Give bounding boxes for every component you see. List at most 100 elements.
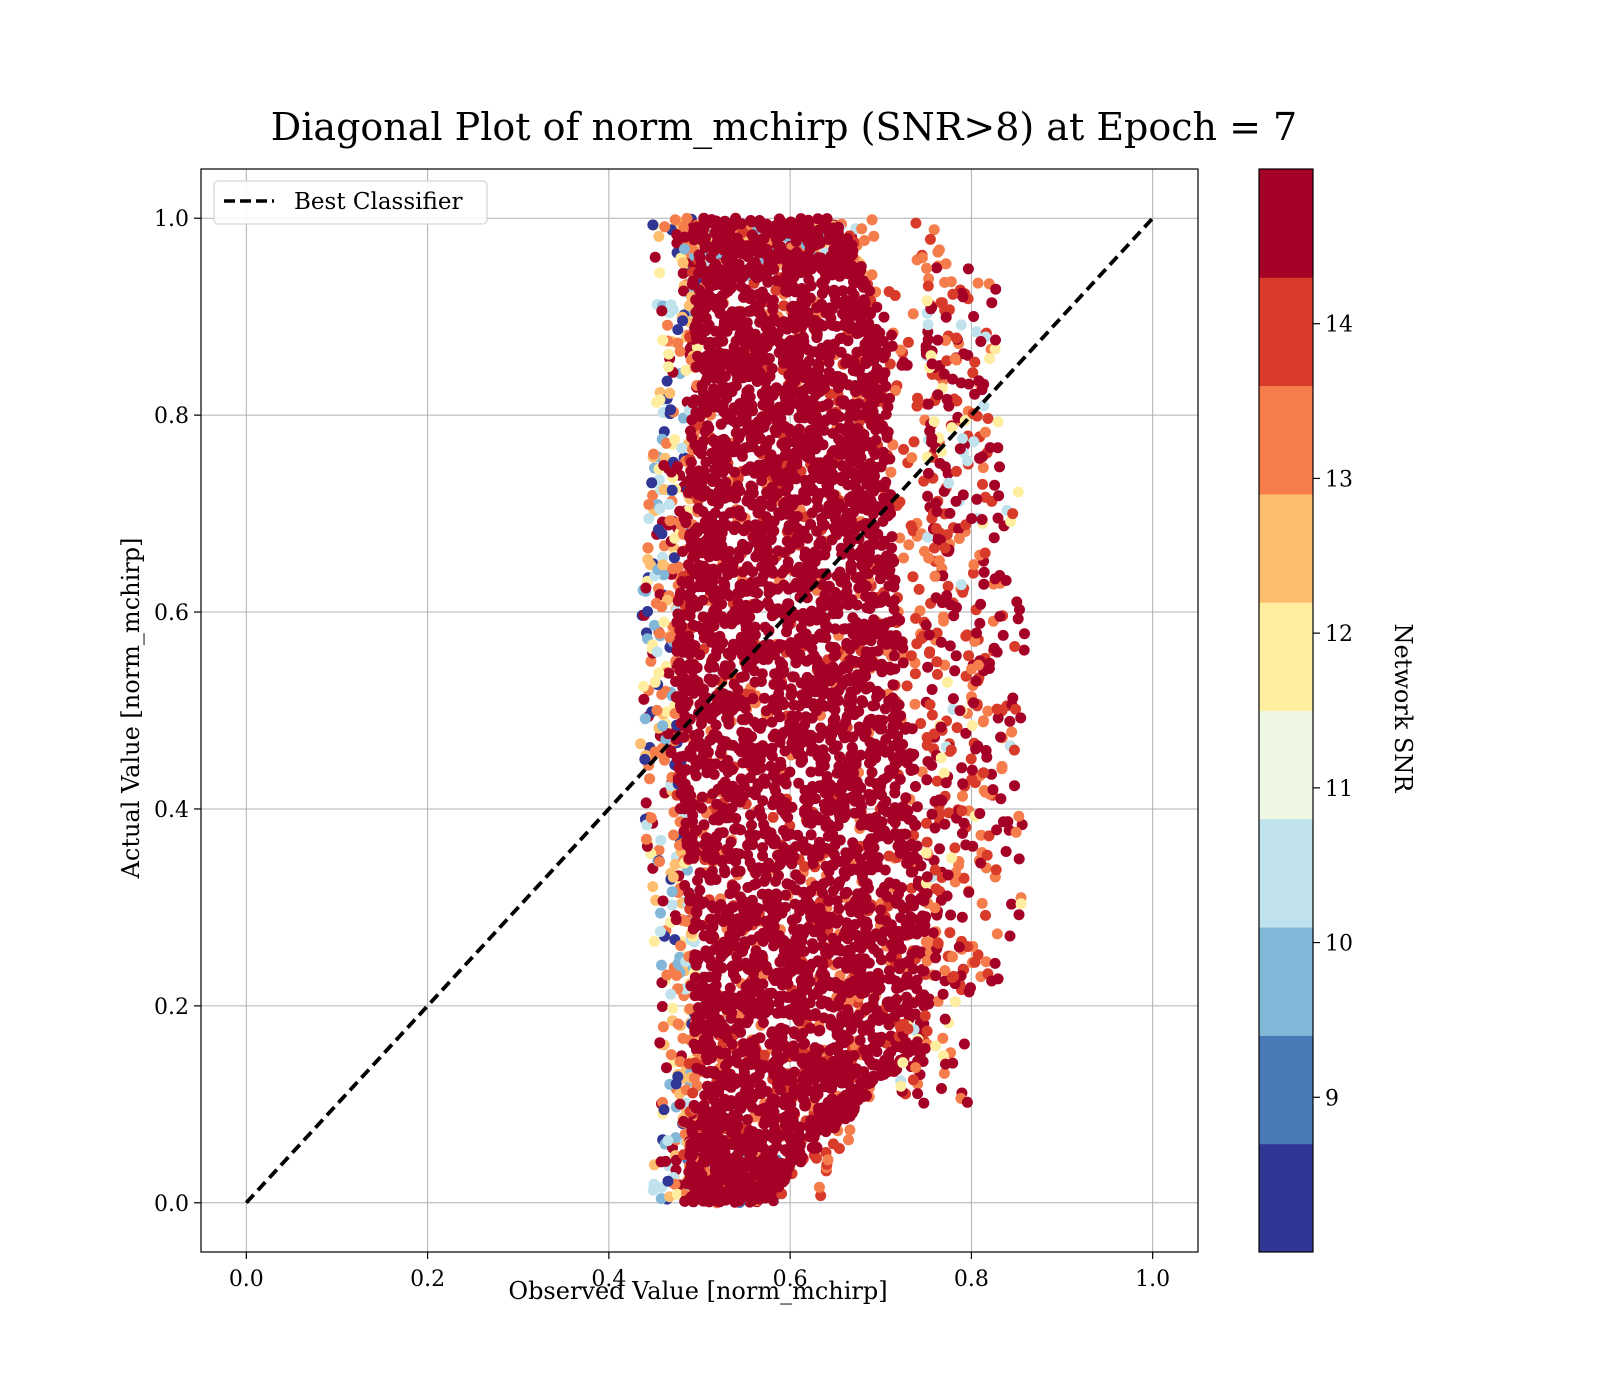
- scatter-point: [907, 963, 919, 975]
- scatter-point: [915, 718, 927, 729]
- scatter-point: [676, 442, 688, 454]
- scatter-point: [657, 334, 669, 346]
- scatter-point: [782, 448, 794, 460]
- scatter-point: [905, 520, 917, 532]
- scatter-point: [809, 1010, 821, 1022]
- scatter-point: [697, 547, 709, 559]
- scatter-point: [745, 1059, 757, 1070]
- scatter-point: [640, 582, 652, 594]
- scatter-point: [661, 969, 673, 981]
- scatter-point: [678, 243, 690, 255]
- scatter-point: [924, 646, 936, 658]
- scatter-point: [855, 819, 867, 831]
- scatter-point: [853, 721, 865, 733]
- scatter-point: [885, 951, 897, 963]
- scatter-point: [805, 766, 817, 778]
- scatter-point: [854, 973, 866, 985]
- scatter-point: [635, 738, 647, 750]
- scatter-point: [658, 484, 670, 495]
- scatter-point: [689, 640, 701, 652]
- scatter-point: [758, 1049, 770, 1061]
- scatter-point: [762, 545, 774, 557]
- scatter-point: [788, 699, 800, 711]
- scatter-point: [868, 993, 880, 1005]
- scatter-point: [656, 601, 668, 613]
- scatter-point: [861, 1002, 873, 1014]
- scatter-point: [842, 921, 854, 933]
- scatter-point: [691, 315, 703, 327]
- scatter-point: [752, 587, 763, 599]
- scatter-point: [687, 1087, 699, 1099]
- scatter-point: [737, 566, 749, 578]
- scatter-point: [750, 500, 762, 512]
- scatter-point: [861, 920, 873, 932]
- scatter-point: [668, 552, 680, 564]
- scatter-point: [886, 542, 898, 554]
- scatter-point: [656, 959, 667, 971]
- scatter-point: [846, 455, 858, 467]
- scatter-point: [799, 546, 811, 558]
- scatter-point: [856, 223, 868, 235]
- scatter-point: [658, 616, 670, 628]
- scatter-point: [779, 808, 791, 820]
- scatter-point: [906, 452, 918, 464]
- scatter-point: [665, 988, 677, 1000]
- scatter-point: [670, 1154, 682, 1166]
- scatter-point: [801, 802, 813, 814]
- scatter-point: [666, 484, 678, 496]
- scatter-point: [797, 331, 809, 343]
- scatter-point: [656, 305, 668, 317]
- scatter-point: [800, 1006, 811, 1018]
- scatter-point: [738, 670, 750, 682]
- scatter-point: [679, 794, 691, 806]
- scatter-point: [831, 895, 843, 907]
- scatter-point: [940, 258, 952, 270]
- scatter-point: [794, 1131, 806, 1143]
- scatter-point: [730, 1073, 742, 1085]
- scatter-point: [653, 231, 665, 242]
- scatter-point: [820, 414, 832, 426]
- scatter-point: [767, 262, 779, 274]
- scatter-point: [807, 938, 818, 950]
- scatter-point: [678, 412, 689, 424]
- scatter-point: [671, 1188, 683, 1200]
- scatter-point: [669, 434, 681, 446]
- scatter-point: [870, 1032, 882, 1044]
- scatter-point: [758, 819, 770, 830]
- scatter-point: [678, 825, 690, 837]
- scatter-point: [672, 1018, 684, 1030]
- scatter-point: [930, 883, 942, 895]
- scatter-point: [771, 1043, 783, 1055]
- scatter-point: [835, 346, 847, 358]
- scatter-point: [853, 444, 864, 456]
- scatter-point: [646, 477, 658, 489]
- scatter-point: [733, 247, 745, 259]
- scatter-point: [868, 230, 880, 242]
- scatter-point: [819, 549, 831, 561]
- scatter-point: [907, 308, 919, 320]
- scatter-point: [651, 646, 663, 658]
- scatter-point: [912, 392, 923, 404]
- scatter-point: [638, 693, 650, 705]
- scatter-point: [815, 1190, 827, 1202]
- scatter-point: [684, 1003, 696, 1015]
- scatter-point: [951, 722, 963, 734]
- scatter-point: [821, 623, 833, 634]
- scatter-point: [647, 1184, 659, 1196]
- scatter-point: [673, 752, 685, 764]
- scatter-point: [889, 758, 901, 770]
- scatter-point: [699, 426, 711, 438]
- scatter-point: [872, 984, 884, 996]
- scatter-point: [662, 1175, 674, 1187]
- scatter-point: [784, 717, 796, 729]
- scatter-point: [732, 480, 744, 492]
- scatter-point: [702, 395, 714, 407]
- scatter-point: [714, 747, 726, 759]
- scatter-point: [759, 1102, 770, 1114]
- scatter-point: [893, 925, 905, 937]
- scatter-point: [860, 670, 872, 682]
- scatter-point: [679, 231, 691, 243]
- scatter-point: [823, 234, 835, 245]
- scatter-point: [658, 1104, 670, 1116]
- scatter-point: [828, 743, 840, 755]
